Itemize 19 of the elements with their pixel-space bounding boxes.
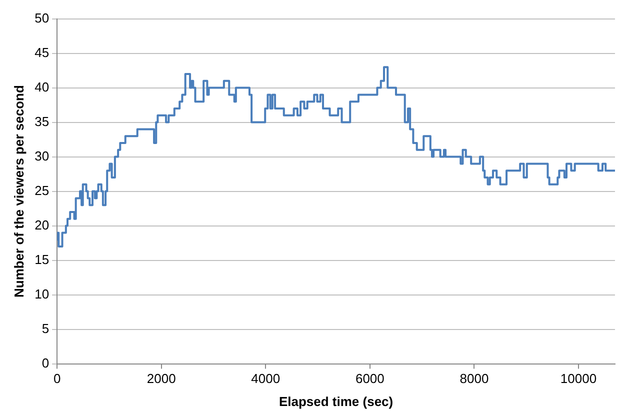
y-tick-label: 10 <box>34 286 50 302</box>
y-axis-title: Number of the viewers per second <box>11 85 26 298</box>
y-tick-label: 0 <box>42 355 50 370</box>
y-tick-label: 25 <box>34 182 50 198</box>
x-tick-label: 6000 <box>355 371 384 386</box>
x-tick-label: 2000 <box>146 371 176 386</box>
x-tick-label: 4000 <box>251 371 280 386</box>
x-tick-label: 8000 <box>460 371 489 386</box>
y-tick-label: 50 <box>34 10 50 26</box>
y-tick-label: 15 <box>34 252 50 267</box>
y-tick-label: 45 <box>34 44 50 60</box>
y-tick-label: 40 <box>34 79 50 94</box>
x-tick-label: 0 <box>53 371 61 386</box>
y-tick-label: 35 <box>34 114 50 129</box>
y-tick-label: 5 <box>42 320 50 336</box>
x-axis-title: Elapsed time (sec) <box>278 394 394 409</box>
y-tick-label: 30 <box>34 148 50 164</box>
y-tick-label: 20 <box>34 217 50 232</box>
x-tick-label: 10000 <box>560 371 597 386</box>
